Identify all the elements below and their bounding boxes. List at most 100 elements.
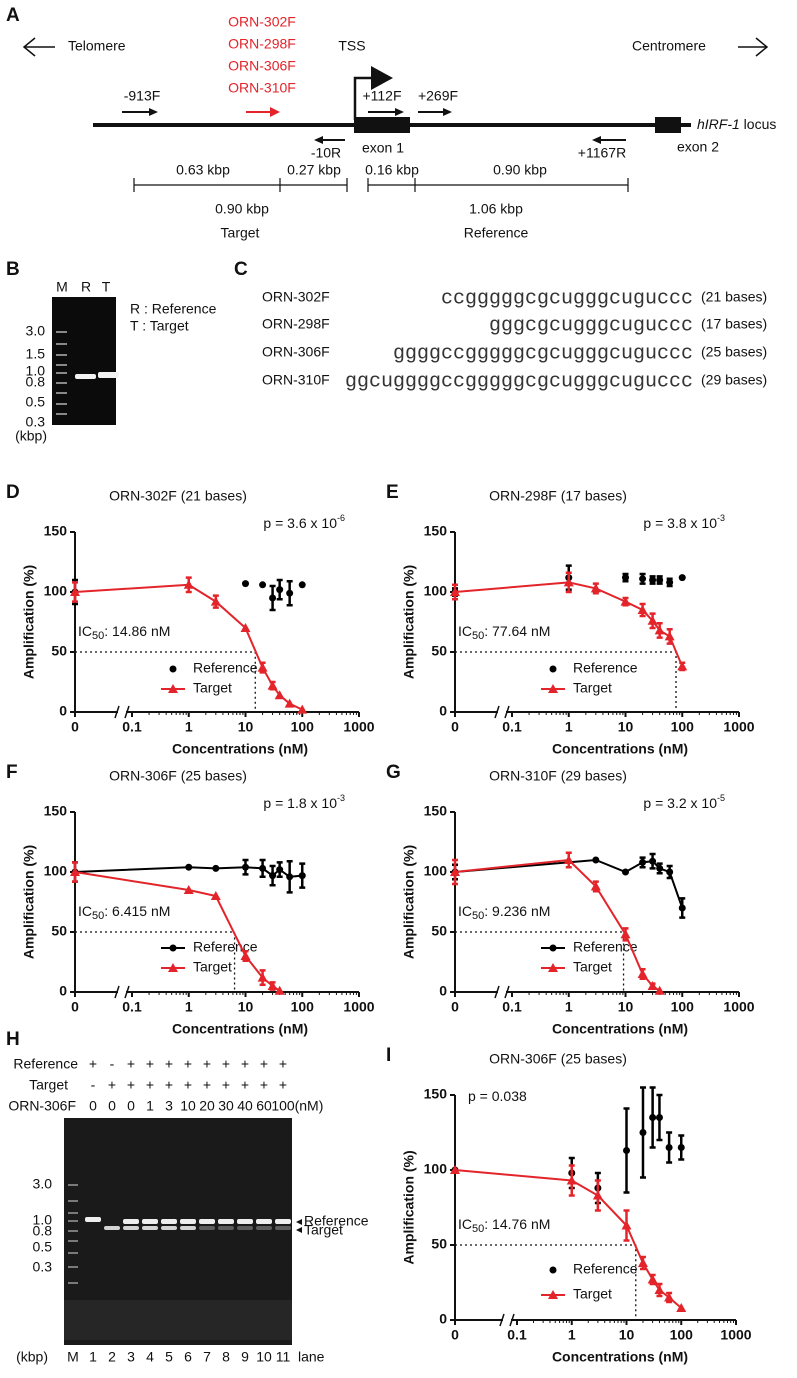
marker — [70, 867, 80, 876]
lane-label: 4 — [146, 1349, 154, 1365]
lane-label: 2 — [108, 1349, 116, 1365]
y-tick-label: 150 — [424, 803, 448, 819]
primer-arrow-head — [592, 136, 601, 144]
panel-a: A Telomere Centromere ORN-302F ORN-298F … — [6, 5, 776, 241]
ic50-text: : 9.236 nM — [484, 903, 550, 919]
sign: + — [241, 1077, 249, 1093]
band-pointer — [296, 1227, 302, 1233]
row-label: Target — [29, 1077, 68, 1093]
y-tick-label: 100 — [44, 863, 68, 879]
marker — [677, 661, 688, 671]
y-tick-label: 100 — [44, 583, 68, 599]
legend-marker — [169, 944, 177, 952]
marker — [639, 575, 647, 583]
panel-h: H Reference Target ORN-306F (nM) 3.0 1.0… — [6, 1029, 369, 1365]
marker — [298, 581, 306, 589]
gel-band — [237, 1226, 253, 1230]
x-tick-label: 0.1 — [502, 719, 522, 735]
panel-letter: B — [6, 259, 20, 280]
legend-label: Target — [193, 680, 232, 696]
legend-marker — [548, 1290, 558, 1299]
ic50-subscript: 50 — [472, 910, 484, 922]
orn-label: ORN-302F — [228, 14, 296, 30]
chart-title: ORN-306F (25 bases) — [109, 768, 247, 784]
sign: + — [165, 1077, 173, 1093]
ic50-label: IC50: 14.86 nM — [78, 623, 170, 642]
primer-label: +1167R — [578, 145, 626, 161]
x-tick-label: 100 — [671, 999, 695, 1015]
sign: + — [222, 1056, 230, 1072]
lane-label: 1 — [89, 1349, 97, 1365]
x-axis-label: Concentrations (nM) — [552, 1021, 688, 1037]
gel-band — [180, 1226, 196, 1230]
x-tick-label: 100 — [671, 719, 695, 735]
marker — [298, 872, 306, 880]
marker — [677, 1144, 685, 1151]
sign: + — [222, 1077, 230, 1093]
exon-box — [655, 117, 681, 133]
concentration: 30 — [218, 1098, 234, 1114]
gel-band — [75, 374, 96, 379]
p-value: p = 0.038 — [468, 1088, 527, 1104]
sign: + — [260, 1077, 268, 1093]
orn-sequence: ggcuggggccgggggcgcugggcuguccc — [345, 370, 693, 393]
orn-length: (25 bases) — [701, 344, 767, 360]
sign: + — [184, 1077, 192, 1093]
x-tick-label: 1 — [185, 999, 193, 1015]
gel-band — [104, 1226, 120, 1230]
y-tick-label: 100 — [424, 583, 448, 599]
ladder-label: 1.0 — [26, 363, 46, 379]
band-pointer — [296, 1219, 302, 1225]
concentration: 60 — [256, 1098, 272, 1114]
ladder-label: 0.3 — [33, 1259, 53, 1275]
marker — [637, 1258, 648, 1267]
marker — [590, 583, 601, 593]
chart-title: ORN-298F (17 bases) — [489, 488, 627, 504]
legend-marker — [548, 963, 558, 972]
orn-label: ORN-310F — [228, 80, 296, 96]
ic50-subscript: 50 — [92, 910, 104, 922]
legend-marker — [549, 944, 557, 952]
p-text: p = 3.6 x 10 — [263, 515, 337, 531]
marker — [647, 981, 658, 990]
p-text: p = 1.8 x 10 — [263, 795, 337, 811]
legend-marker — [549, 665, 557, 673]
gel-band — [275, 1226, 291, 1230]
marker — [183, 885, 194, 894]
marker — [656, 864, 664, 872]
series-line — [74, 583, 303, 711]
y-tick-label: 0 — [59, 983, 67, 999]
lane-word: lane — [298, 1349, 325, 1365]
marker — [647, 1274, 658, 1284]
x-tick-label: 0.1 — [502, 999, 522, 1015]
x-tick-label: 1000 — [343, 719, 374, 735]
lane-label: M — [67, 1349, 79, 1365]
x-tick-label: 0 — [71, 999, 79, 1015]
ic50-text: : 6.415 nM — [104, 903, 170, 919]
x-tick-label: 10 — [238, 999, 254, 1015]
panel-letter: I — [386, 1045, 391, 1066]
x-tick-label: 1000 — [723, 999, 754, 1015]
p-exponent: -6 — [337, 513, 345, 523]
axis-break — [114, 985, 130, 999]
orn-arrow-head — [270, 107, 280, 117]
ic50-subscript: 50 — [472, 630, 484, 642]
x-tick-label: 10 — [238, 719, 254, 735]
marker — [267, 680, 278, 690]
marker — [592, 1190, 603, 1200]
marker — [649, 576, 657, 584]
lane-label: T — [102, 279, 111, 295]
x-tick-label: 1 — [565, 999, 573, 1015]
marker — [620, 596, 631, 606]
gel-band — [161, 1226, 177, 1230]
panel-c: C ORN-302F ccgggggcgcugggcuguccc (21 bas… — [234, 259, 767, 393]
p-value: p = 3.2 x 10-5 — [643, 793, 725, 810]
marker — [678, 574, 686, 582]
y-tick-label: 0 — [439, 703, 447, 719]
marker — [665, 1144, 673, 1151]
row-label: Reference — [13, 1056, 78, 1072]
orn-sequence: ccgggggcgcugggcuguccc — [441, 287, 693, 310]
lane-label: 11 — [276, 1349, 291, 1365]
gel-band — [98, 372, 119, 378]
sign: + — [203, 1056, 211, 1072]
